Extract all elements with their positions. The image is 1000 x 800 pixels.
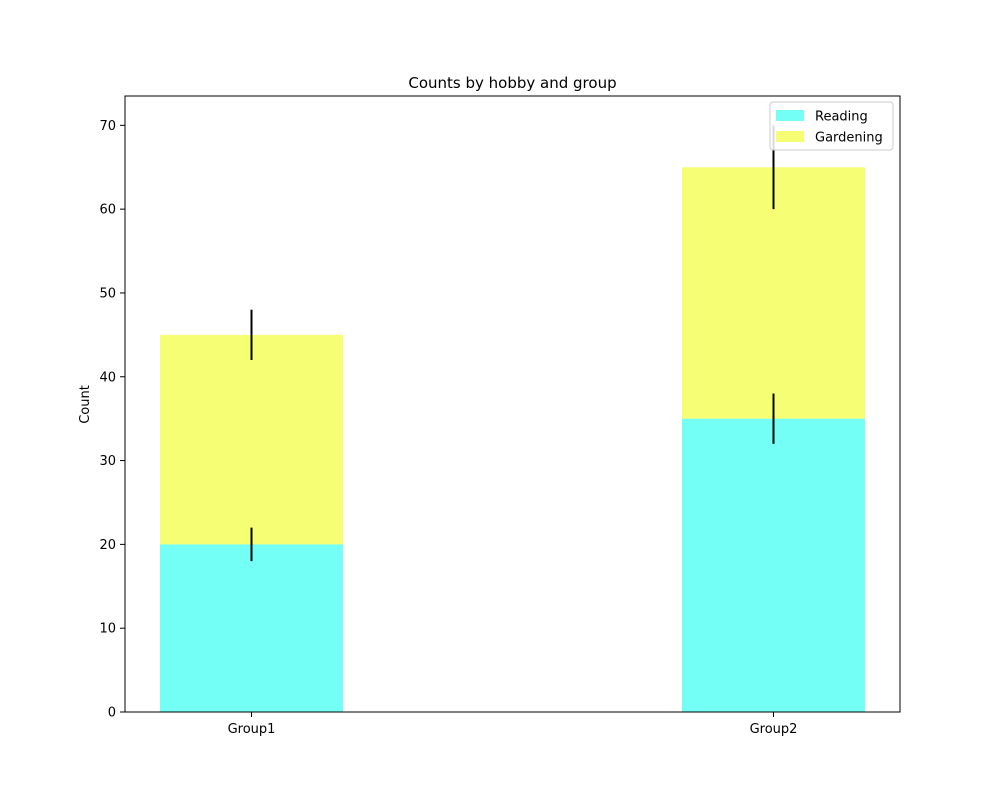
y-tick-label: 50 [99, 286, 116, 301]
legend-label-gardening: Gardening [815, 131, 883, 146]
legend-swatch-gardening [776, 131, 804, 142]
y-tick-label: 30 [99, 454, 116, 469]
y-tick-label: 40 [99, 370, 116, 385]
bar-reading-1 [160, 544, 343, 712]
y-tick-label: 0 [108, 706, 116, 721]
x-tick-label: Group1 [228, 722, 276, 737]
bar-gardening-1 [160, 334, 343, 545]
x-tick-label: Group2 [750, 722, 798, 737]
legend-label-reading: Reading [815, 110, 868, 125]
y-tick-label: 20 [99, 538, 116, 553]
y-tick-label: 70 [99, 119, 116, 134]
bars-layer [160, 167, 865, 712]
axes-layer: 0 10 20 30 40 50 60 70 Group1 Group2 [99, 95, 901, 737]
plot-frame [124, 95, 901, 713]
chart-title: Counts by hobby and group [408, 74, 616, 92]
y-axis-label: Count [78, 385, 93, 424]
legend-swatch-reading [776, 110, 804, 121]
bar-gardening-2 [682, 167, 865, 419]
y-tick-label: 60 [99, 203, 116, 218]
bar-reading-2 [682, 418, 865, 712]
legend: Reading Gardening [769, 101, 894, 151]
y-tick-label: 10 [99, 622, 116, 637]
